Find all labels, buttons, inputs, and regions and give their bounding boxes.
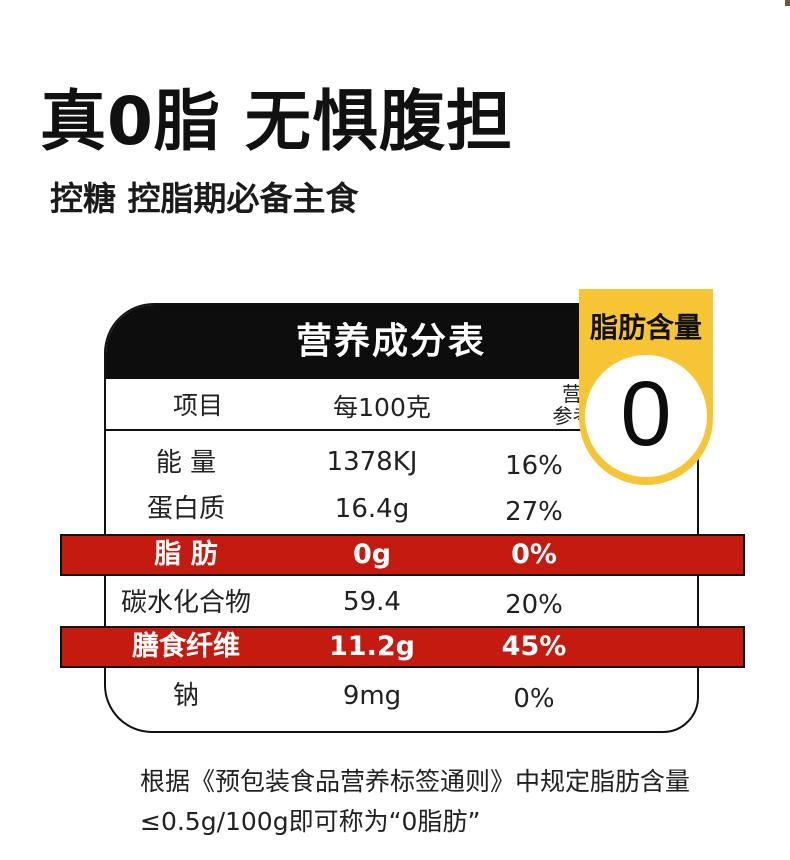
- badge-circle: 0: [585, 355, 707, 477]
- row-fiber-name: 膳食纤维: [132, 631, 240, 662]
- row-fiber-amount: 11.2g: [329, 631, 415, 662]
- header-divider: [106, 429, 697, 431]
- row-energy-amount: 1378KJ: [326, 447, 418, 477]
- fat-content-badge: 脂肪含量 0: [579, 289, 713, 485]
- corner-mark: [785, 0, 790, 6]
- column-header-item: 项目: [172, 391, 224, 420]
- column-header-per100: 每100克: [333, 393, 431, 422]
- row-energy-ref: 16%: [505, 451, 563, 481]
- subheadline: 控糖 控脂期必备主食: [50, 179, 359, 218]
- row-fat-ref: 0%: [511, 539, 557, 570]
- table-title: 营养成分表: [296, 321, 487, 362]
- row-sodium-amount: 9mg: [342, 681, 402, 711]
- row-sodium-ref: 0%: [513, 684, 555, 714]
- row-protein-amount: 16.4g: [334, 494, 410, 524]
- headline: 真0脂 无惧腹担: [40, 83, 513, 160]
- row-energy-name: 能 量: [155, 448, 217, 478]
- row-fat-amount: 0g: [352, 539, 392, 570]
- row-protein-ref: 27%: [505, 497, 563, 527]
- row-protein-name: 蛋白质: [146, 494, 226, 524]
- row-fat-name: 脂 肪: [154, 539, 218, 570]
- row-carbohydrate-name: 碳水化合物: [120, 588, 252, 618]
- row-sodium-name: 钠: [172, 681, 200, 711]
- highlight-row-fat: 脂 肪 0g 0%: [60, 534, 745, 576]
- badge-title: 脂肪含量: [589, 311, 702, 344]
- highlight-row-fiber: 膳食纤维 11.2g 45%: [60, 626, 745, 668]
- footnote: 根据《预包装食品营养标签通则》中规定脂肪含量 ≤0.5g/100g即可称为“0脂…: [140, 762, 760, 842]
- row-fiber-ref: 45%: [501, 631, 567, 662]
- badge-value: 0: [620, 363, 672, 465]
- row-carbohydrate-ref: 20%: [505, 590, 563, 620]
- footnote-line1: 根据《预包装食品营养标签通则》中规定脂肪含量: [140, 767, 691, 796]
- row-carbohydrate-amount: 59.4: [343, 587, 401, 617]
- footnote-line2: ≤0.5g/100g即可称为“0脂肪”: [140, 807, 481, 836]
